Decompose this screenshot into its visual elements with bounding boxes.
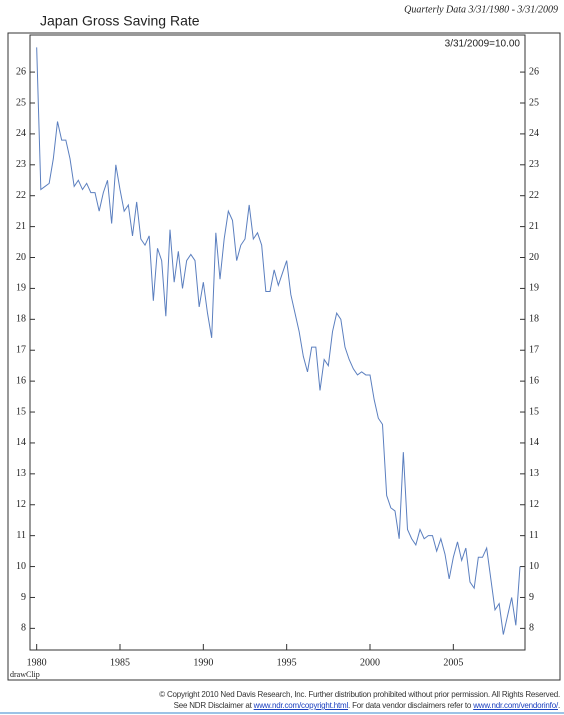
x-tick-label: 1995 [277,657,297,668]
y-tick-label: 25 [16,97,26,108]
subtitle: Quarterly Data 3/31/1980 - 3/31/2009 [404,4,558,15]
y-tick-label: 26 [16,66,26,77]
y-tick-label: 12 [529,499,539,510]
outer-frame [7,32,561,681]
bottom-rule [0,712,564,714]
x-tick-label: 1980 [27,657,47,668]
y-tick-label: 12 [16,499,26,510]
y-tick-label: 24 [16,128,26,139]
y-tick-label: 18 [529,314,539,325]
x-tick-label: 2000 [360,657,380,668]
y-tick-label: 10 [16,561,26,572]
y-tick-label: 18 [16,314,26,325]
y-tick-label: 24 [529,128,539,139]
footer-text: See NDR Disclaimer at [173,701,254,710]
y-tick-label: 15 [529,406,539,417]
footer-text: . [557,701,560,710]
footer-text: . For data vendor disclaimers refer to [348,701,474,710]
y-tick-label: 23 [16,159,26,170]
y-tick-label: 21 [529,221,539,232]
y-tick-label: 16 [16,375,26,386]
x-tick-label: 1985 [110,657,130,668]
link[interactable]: www.ndr.com/vendorinfo/ [473,701,558,710]
data-line [36,47,521,635]
y-tick-label: 8 [529,623,534,634]
y-tick-label: 17 [529,345,539,356]
y-tick-label: 21 [16,221,26,232]
y-tick-label: 16 [529,375,539,386]
y-tick-label: 20 [16,252,26,263]
caption: drawClip [10,670,40,679]
link[interactable]: www.ndr.com/copyright.html [253,701,349,710]
x-tick-label: 2005 [443,657,463,668]
footer-line: © Copyright 2010 Ned Davis Research, Inc… [159,690,560,699]
y-tick-label: 8 [21,623,26,634]
y-tick-label: 20 [529,252,539,263]
y-tick-label: 10 [529,561,539,572]
y-tick-label: 25 [529,97,539,108]
y-tick-label: 14 [16,437,26,448]
chart-title: Japan Gross Saving Rate [40,13,200,29]
y-tick-label: 22 [16,190,26,201]
y-tick-label: 11 [529,530,539,541]
y-tick-label: 17 [16,345,26,356]
y-tick-label: 14 [529,437,539,448]
y-tick-label: 15 [16,406,26,417]
x-tick-label: 1990 [193,657,213,668]
annotation: 3/31/2009=10.00 [445,39,521,50]
y-tick-label: 9 [21,592,26,603]
chart: Japan Gross Saving Rate Quarterly Data 3… [7,4,561,681]
y-tick-label: 22 [529,190,539,201]
y-tick-label: 9 [529,592,534,603]
y-tick-label: 26 [529,66,539,77]
y-tick-label: 23 [529,159,539,170]
y-tick-label: 19 [529,283,539,294]
footer-line: See NDR Disclaimer at www.ndr.com/copyri… [173,701,561,710]
y-tick-label: 13 [529,468,539,479]
plot-frame [29,34,526,651]
y-tick-label: 13 [16,468,26,479]
y-tick-label: 19 [16,283,26,294]
y-tick-label: 11 [16,530,26,541]
